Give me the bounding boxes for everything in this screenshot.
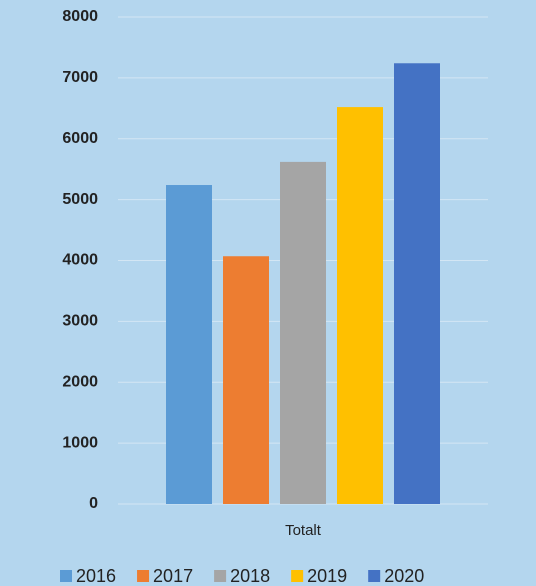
- legend-label: 2020: [384, 566, 424, 586]
- y-tick-label: 7000: [62, 69, 98, 86]
- y-tick-label: 0: [89, 495, 98, 512]
- bar: [394, 63, 440, 504]
- y-tick-label: 2000: [62, 373, 98, 390]
- legend-label: 2018: [230, 566, 270, 586]
- legend-swatch: [214, 570, 227, 582]
- legend-swatch: [137, 570, 150, 582]
- legend-label: 2016: [76, 566, 116, 586]
- y-tick-label: 3000: [62, 313, 98, 330]
- y-tick-label: 1000: [62, 434, 98, 451]
- x-tick-label: Totalt: [285, 522, 322, 539]
- y-tick-label: 6000: [62, 130, 98, 147]
- bar: [280, 161, 326, 504]
- bar: [223, 256, 269, 504]
- legend-swatch: [60, 570, 72, 582]
- y-tick-label: 5000: [62, 191, 98, 208]
- legend-swatch: [368, 570, 381, 582]
- y-tick-label: 8000: [62, 8, 98, 25]
- bar: [166, 185, 212, 504]
- legend-swatch: [291, 570, 304, 582]
- y-tick-label: 4000: [62, 252, 98, 269]
- legend-label: 2017: [153, 566, 193, 586]
- bar: [337, 107, 383, 504]
- legend-label: 2019: [307, 566, 347, 586]
